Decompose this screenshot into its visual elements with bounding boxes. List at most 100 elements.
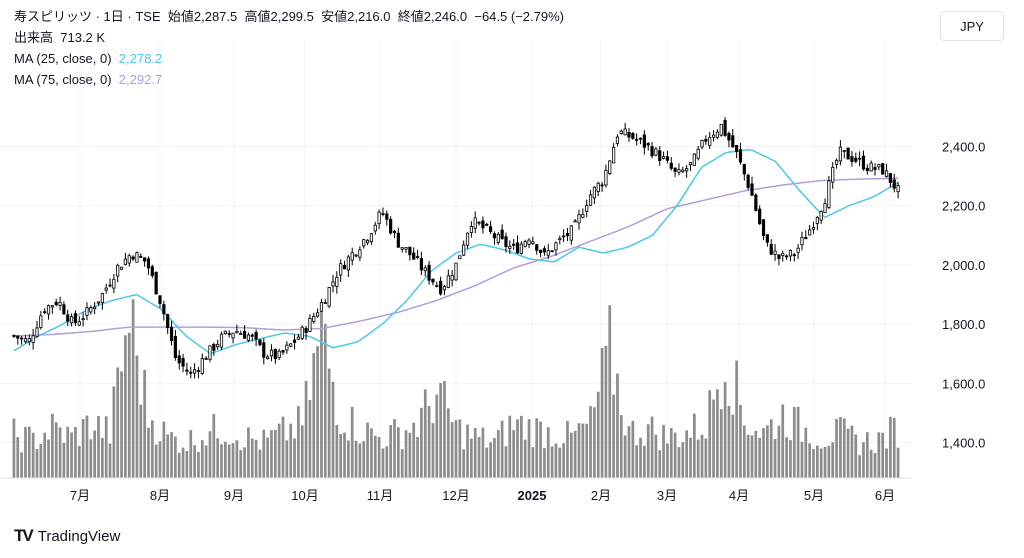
symbol-title[interactable]: 寿スピリッツ · 1日 · TSE: [14, 9, 161, 24]
volume-bar: [327, 368, 331, 478]
volume-bar: [896, 447, 900, 478]
candle-body: [884, 170, 889, 177]
volume-bar: [220, 444, 223, 478]
candle-body: [173, 336, 177, 359]
volume-bar: [66, 426, 70, 478]
ma25-row[interactable]: MA (25, close, 0) 2,278.2: [14, 48, 564, 69]
candle-body: [169, 327, 174, 341]
ma75-label: MA (75, close, 0): [14, 72, 112, 87]
volume-bar: [204, 445, 208, 478]
candle-body: [888, 173, 892, 183]
candle-body: [385, 213, 389, 220]
volume-bar: [539, 421, 542, 478]
volume-bar: [639, 437, 642, 478]
candle-body: [439, 280, 443, 295]
volume-bar: [104, 416, 108, 478]
volume-bar: [643, 445, 646, 478]
candle-body: [769, 243, 773, 255]
volume-bar: [546, 427, 550, 478]
candle-body: [93, 306, 97, 310]
volume-bar: [654, 434, 658, 478]
candle-body: [612, 146, 616, 164]
volume-bar: [139, 404, 143, 478]
volume-bar: [227, 444, 231, 478]
candle-body: [308, 317, 312, 332]
tradingview-brand[interactable]: TV TradingView: [14, 526, 120, 546]
volume-bar: [120, 371, 123, 478]
x-tick-label: 5月: [804, 488, 824, 503]
volume-bar: [54, 422, 58, 478]
volume-bar: [604, 345, 608, 478]
volume-bar: [496, 429, 500, 478]
volume-bar: [289, 423, 293, 478]
volume-bar: [735, 360, 738, 478]
volume-bar: [750, 435, 754, 478]
candle-body: [292, 339, 297, 343]
candle-body: [565, 233, 570, 237]
candle-body: [27, 338, 31, 343]
candle-body: [73, 313, 78, 324]
volume-bar: [116, 367, 120, 478]
volume-bar: [370, 428, 373, 478]
candle-body: [608, 160, 612, 174]
candle-body: [216, 343, 220, 348]
volume-bar: [673, 432, 677, 478]
candle-body: [831, 166, 835, 183]
volume-bar: [181, 447, 185, 478]
time-axis[interactable]: 7月 8月 9月 10月 11月 12月 2025 2月 3月 4月 5月 6月: [70, 488, 895, 503]
open-value: 2,287.5: [193, 9, 238, 24]
candle-body: [550, 250, 554, 253]
volume-bar: [212, 414, 216, 478]
candle-body: [654, 148, 658, 156]
volume-bar: [631, 420, 635, 478]
candle-body: [146, 258, 151, 269]
candle-body: [415, 256, 420, 258]
volume-bar: [373, 435, 377, 478]
candle-body: [811, 227, 816, 230]
volume-bar: [527, 419, 531, 478]
candle-body: [212, 344, 216, 351]
price-axis[interactable]: 2,400.0 2,200.0 2,000.0 1,800.0 1,600.0 1,400…: [942, 140, 985, 451]
volume-bar: [323, 323, 327, 478]
candle-body: [81, 318, 85, 320]
volume-bar: [343, 432, 346, 478]
candle-body: [231, 332, 235, 339]
volume-bar: [20, 452, 23, 478]
candle-body: [119, 266, 124, 270]
volume-row: 出来高 713.2 K: [14, 27, 564, 48]
volume-bar: [512, 430, 516, 478]
candle-body: [531, 241, 535, 245]
candle-body: [139, 256, 143, 258]
volume-bar: [573, 430, 577, 478]
volume-bar: [789, 440, 792, 478]
volume-bar: [466, 424, 469, 478]
candle-body: [62, 304, 66, 315]
candle-body: [377, 211, 381, 225]
candle-body: [400, 247, 404, 250]
candle-body: [219, 333, 224, 348]
volume-bar: [785, 437, 788, 478]
volume-bar: [543, 448, 546, 478]
volume-bar: [885, 448, 888, 478]
candle-body: [254, 331, 258, 340]
candle-body: [16, 335, 20, 339]
volume-bar: [839, 417, 842, 478]
volume-bar: [385, 446, 389, 478]
candle-body: [827, 180, 831, 208]
volume-bar: [889, 416, 892, 478]
candle-body: [143, 257, 147, 262]
candle-body: [500, 229, 504, 239]
candle-body: [331, 281, 335, 287]
candle-body: [177, 355, 181, 364]
volume-bar: [865, 432, 869, 478]
volume-bar: [304, 380, 308, 478]
currency-button[interactable]: JPY: [940, 11, 1004, 41]
candle-body: [189, 371, 193, 374]
ma75-row[interactable]: MA (75, close, 0) 2,292.7: [14, 69, 564, 90]
volume-bar: [773, 439, 777, 478]
volume-bar: [500, 420, 504, 478]
candle-body: [373, 224, 377, 232]
candle-body: [89, 307, 93, 313]
candle-body: [738, 149, 743, 163]
